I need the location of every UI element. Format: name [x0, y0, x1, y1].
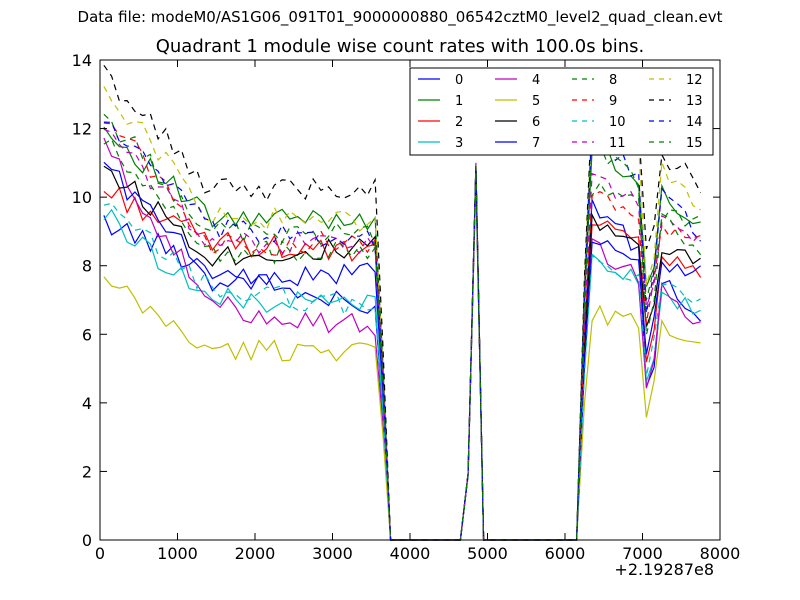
x-tick-label: 7000 — [622, 544, 663, 563]
legend-label-3: 3 — [455, 136, 463, 151]
series-line-15 — [103, 138, 702, 541]
x-tick-label: 5000 — [467, 544, 508, 563]
y-tick-label: 8 — [82, 257, 92, 276]
x-tick-label: 3000 — [312, 544, 353, 563]
series-line-1 — [103, 126, 701, 541]
legend-label-1: 1 — [455, 94, 463, 109]
series-line-5 — [103, 179, 701, 541]
legend-label-8: 8 — [609, 73, 617, 88]
data-file-label: Data file: modeM0/AS1G06_091T01_90000008… — [77, 8, 723, 26]
legend-label-15: 15 — [686, 136, 703, 151]
y-tick-label: 2 — [82, 462, 92, 481]
x-tick-label: 4000 — [390, 544, 431, 563]
legend-label-10: 10 — [609, 115, 626, 130]
y-tick-label: 14 — [72, 51, 92, 70]
y-tick-label: 4 — [82, 394, 92, 413]
legend-label-6: 6 — [532, 115, 540, 130]
series-line-8 — [103, 113, 701, 541]
legend-label-5: 5 — [532, 94, 540, 109]
legend-label-9: 9 — [609, 94, 617, 109]
legend-label-12: 12 — [686, 73, 703, 88]
axis-ticks: 0 1000 2000 3000 4000 5000 6000 7000 80000246810… — [72, 51, 741, 563]
y-tick-label: 12 — [72, 120, 92, 139]
legend-label-4: 4 — [532, 73, 540, 88]
series-line-9 — [103, 122, 701, 541]
legend-label-7: 7 — [532, 136, 540, 151]
legend-box — [409, 67, 714, 156]
series-line-6 — [103, 165, 701, 541]
series-line-10 — [103, 173, 701, 541]
legend-label-11: 11 — [609, 136, 626, 151]
legend-label-2: 2 — [455, 115, 463, 130]
series-line-7 — [103, 161, 701, 541]
y-tick-label: 0 — [82, 531, 92, 550]
x-tick-label: 8000 — [700, 544, 741, 563]
series-line-14 — [103, 121, 702, 541]
legend-label-13: 13 — [686, 94, 703, 109]
x-tick-label: 0 — [95, 544, 105, 563]
chart-title: Quadrant 1 module wise count rates with … — [155, 36, 645, 57]
series-line-11 — [103, 128, 702, 541]
y-tick-label: 10 — [72, 188, 92, 207]
legend-label-14: 14 — [686, 115, 703, 130]
x-offset-label: +2.19287e8 — [614, 560, 714, 579]
legend-label-0: 0 — [455, 73, 463, 88]
x-tick-label: 2000 — [235, 544, 276, 563]
x-tick-label: 1000 — [157, 544, 198, 563]
x-tick-label: 6000 — [545, 544, 586, 563]
y-tick-label: 6 — [82, 325, 92, 344]
series-line-2 — [103, 169, 702, 541]
